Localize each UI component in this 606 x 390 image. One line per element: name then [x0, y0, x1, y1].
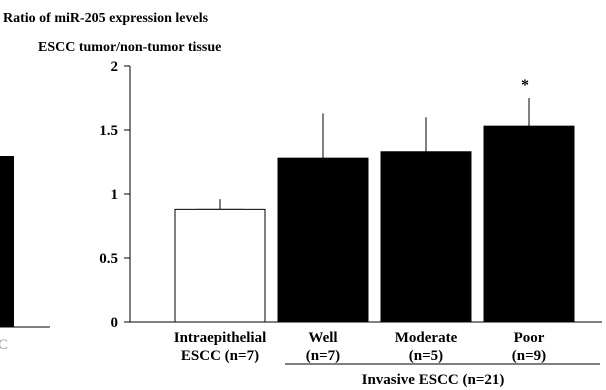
- significance-marker: *: [521, 77, 529, 94]
- chart-subtitle: ESCC tumor/non-tumor tissue: [38, 40, 221, 55]
- y-tick-label: 2: [111, 59, 119, 75]
- category-label: ESCC (n=7): [181, 348, 259, 364]
- bar: [483, 125, 575, 323]
- category-label: (n=7): [306, 348, 340, 364]
- category-label: (n=5): [409, 348, 443, 364]
- group-label: Invasive ESCC (n=21): [362, 372, 505, 388]
- y-tick-label: 0.5: [99, 251, 118, 267]
- category-label: Well: [308, 330, 337, 346]
- bar: [174, 208, 266, 323]
- bar: [277, 157, 369, 323]
- category-label: (n=9): [512, 348, 546, 364]
- category-label: Poor: [514, 330, 545, 346]
- bar: [380, 151, 472, 323]
- category-label: Intraepithelial: [174, 330, 267, 346]
- y-tick-label: 1: [111, 187, 119, 203]
- chart-title: Ratio of miR-205 expression levels: [3, 11, 209, 26]
- left-panel-bar-fragment: [0, 156, 14, 327]
- y-tick-label: 1.5: [99, 123, 118, 139]
- y-tick-label: 0: [111, 315, 119, 331]
- left-panel-label-fragment: C: [0, 337, 8, 353]
- category-label: Moderate: [395, 330, 458, 346]
